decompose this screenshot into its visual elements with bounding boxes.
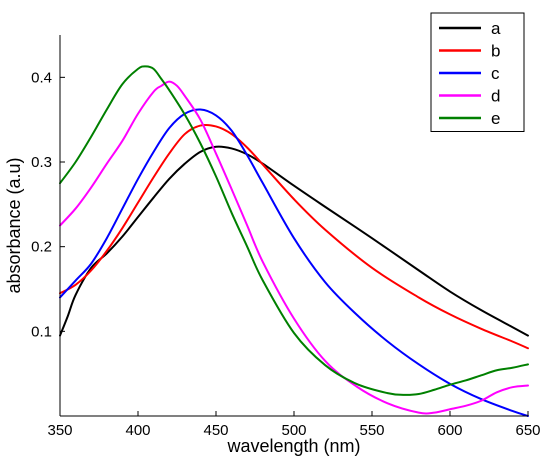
y-tick-label: 0.4 bbox=[31, 69, 52, 86]
series-line-d bbox=[59, 80, 529, 415]
y-tick-label: 0.3 bbox=[31, 154, 52, 171]
series-line-b bbox=[59, 123, 529, 350]
legend-label-e: e bbox=[491, 109, 500, 128]
x-tick-label: 400 bbox=[125, 422, 150, 439]
y-ticks: 0.1 0.2 0.3 0.4 bbox=[31, 69, 65, 340]
x-tick-label: 550 bbox=[359, 422, 384, 439]
x-tick-label: 350 bbox=[47, 422, 72, 439]
series-line-e bbox=[59, 65, 529, 396]
series-line-c bbox=[59, 108, 529, 417]
series-line-a bbox=[59, 145, 529, 337]
x-tick-label: 450 bbox=[203, 422, 228, 439]
plot-lines bbox=[59, 65, 529, 417]
x-tick-label: 500 bbox=[281, 422, 306, 439]
y-axis-title: absorbance (a.u) bbox=[4, 157, 24, 293]
x-ticks: 350 400 450 500 550 600 650 bbox=[47, 411, 541, 439]
legend-label-b: b bbox=[491, 42, 500, 61]
x-axis-title: wavelength (nm) bbox=[226, 436, 360, 456]
x-tick-label: 600 bbox=[437, 422, 462, 439]
legend-label-a: a bbox=[491, 19, 501, 38]
y-tick-label: 0.2 bbox=[31, 239, 52, 256]
y-tick-label: 0.1 bbox=[31, 323, 52, 340]
legend-label-d: d bbox=[491, 87, 500, 106]
legend-label-c: c bbox=[491, 64, 500, 83]
x-tick-label: 650 bbox=[515, 422, 540, 439]
